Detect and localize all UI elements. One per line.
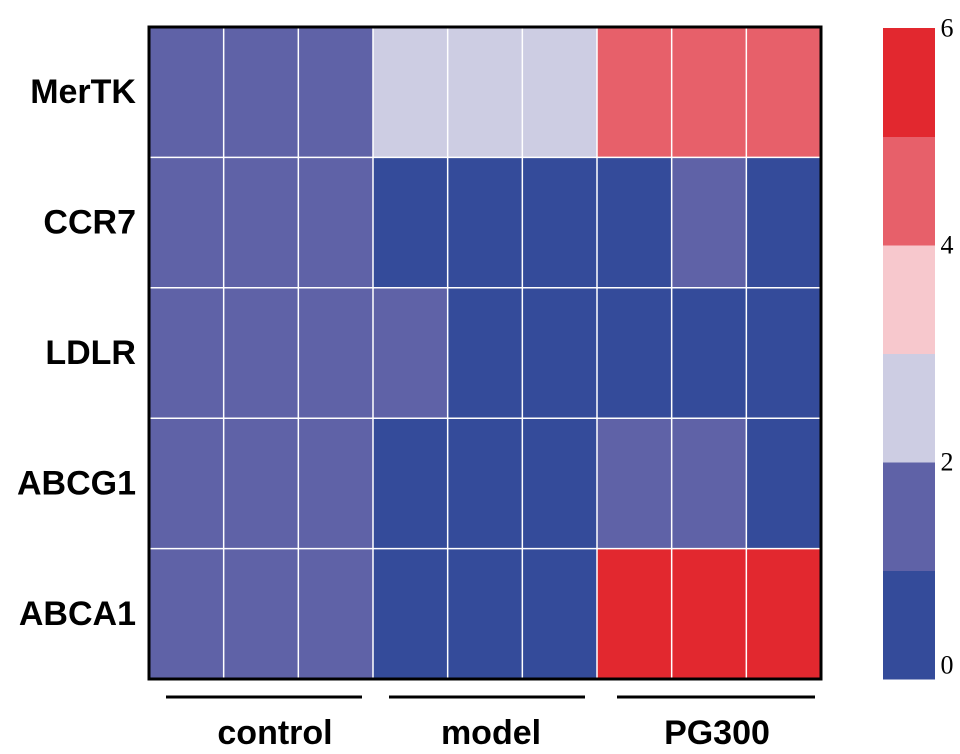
color-scale-bin (883, 462, 935, 571)
heatmap-cell (597, 157, 673, 289)
row-labels: MerTK CCR7 LDLR ABCG1 ABCA1 (17, 73, 136, 633)
group-label-pg300: PG300 (664, 714, 770, 752)
heatmap-cell (223, 287, 299, 419)
heatmap-cell (149, 418, 225, 550)
group-label-control: control (217, 714, 332, 752)
heatmap-cell (746, 548, 822, 680)
color-scale-tick-label: 6 (941, 14, 954, 43)
row-label-ldlr: LDLR (45, 334, 136, 372)
heatmap-cell (223, 418, 299, 550)
row-label-ccr7: CCR7 (43, 204, 136, 242)
heatmap-cell (522, 548, 598, 680)
color-scale-bin (883, 136, 935, 246)
heatmap-cell (597, 27, 673, 158)
heatmap-cell (223, 548, 299, 680)
heatmap-cell (149, 27, 225, 158)
heatmap-cell (522, 287, 598, 419)
heatmap-cell (447, 548, 523, 680)
color-scale-tick-label: 2 (941, 448, 954, 477)
heatmap-cell (223, 27, 299, 158)
row-label-abcg1: ABCG1 (17, 464, 136, 502)
heatmap-cell (746, 157, 822, 289)
heatmap-cell (597, 287, 673, 419)
heatmap-cell (597, 548, 673, 680)
heatmap-cell (447, 418, 523, 550)
heatmap-cell (373, 418, 449, 550)
heatmap-cell (522, 27, 598, 158)
heatmap-cell (298, 287, 374, 419)
heatmap-cell (373, 287, 449, 419)
color-scale-bin (883, 245, 935, 354)
color-scale-bin (883, 570, 935, 680)
heatmap-cell (522, 418, 598, 550)
heatmap-cell (298, 27, 374, 158)
color-scale-tick-label: 4 (941, 231, 954, 260)
heatmap-cell (298, 157, 374, 289)
heatmap-cell (223, 157, 299, 289)
heatmap-cell (671, 27, 747, 158)
heatmap-cell (149, 548, 225, 680)
heatmap-cell (671, 157, 747, 289)
heatmap-cell (373, 548, 449, 680)
color-scale-legend: 0 2 4 6 (883, 14, 954, 680)
heatmap-cell (447, 157, 523, 289)
heatmap-cell (746, 27, 822, 158)
heatmap-cell (447, 287, 523, 419)
heatmap-cell (447, 27, 523, 158)
heatmap-cell (373, 157, 449, 289)
row-label-abca1: ABCA1 (19, 595, 136, 633)
heatmap-frame (147, 25, 823, 681)
heatmap-cell (149, 287, 225, 419)
color-scale-bin (883, 28, 935, 137)
row-label-mertk: MerTK (30, 73, 136, 111)
heatmap-cell (671, 287, 747, 419)
heatmap-cell (522, 157, 598, 289)
heatmap-cell (746, 418, 822, 550)
heatmap-cell (298, 548, 374, 680)
group-label-model: model (441, 714, 541, 752)
color-scale-tick-label: 0 (941, 651, 954, 680)
heatmap-cell (298, 418, 374, 550)
heatmap-cell (597, 418, 673, 550)
heatmap-gridlines (149, 27, 821, 679)
group-brackets: control model PG300 (166, 695, 815, 752)
heatmap-cell (746, 287, 822, 419)
color-scale-bin (883, 353, 935, 463)
heatmap-cell (671, 418, 747, 550)
heatmap-cell (671, 548, 747, 680)
heatmap-cells (149, 27, 822, 680)
heatmap-cell (373, 27, 449, 158)
heatmap-cell (149, 157, 225, 289)
